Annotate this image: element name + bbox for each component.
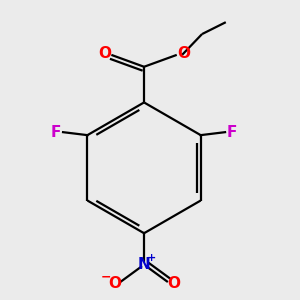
Text: O: O [177, 46, 190, 61]
Text: +: + [147, 253, 156, 263]
Text: O: O [98, 46, 111, 61]
Text: F: F [227, 125, 237, 140]
Text: F: F [51, 125, 62, 140]
Text: −: − [101, 271, 112, 284]
Text: O: O [167, 276, 180, 291]
Text: O: O [108, 276, 121, 291]
Text: N: N [138, 257, 150, 272]
